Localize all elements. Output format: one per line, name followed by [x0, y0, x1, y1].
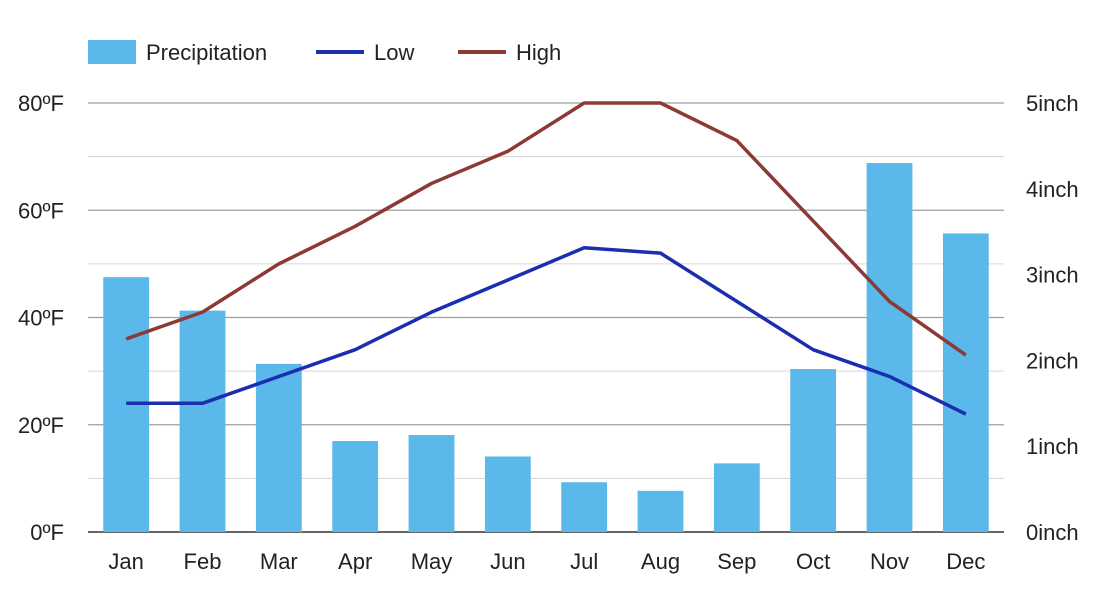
legend-swatch-precipitation [88, 40, 136, 64]
y-left-tick-label: 60ºF [18, 198, 64, 223]
bar-precipitation-apr [332, 441, 379, 532]
right-axis-tick-labels: 0inch 1inch 2inch 3inch 4inch 5inch [1026, 91, 1079, 545]
y-right-tick-label: 2inch [1026, 348, 1079, 373]
bar-precipitation-feb [179, 310, 226, 532]
x-tick-label: Aug [641, 549, 680, 574]
series-line-low [126, 246, 967, 416]
bar-precipitation-jun [484, 456, 531, 532]
y-left-tick-label: 40ºF [18, 306, 64, 331]
bar-precipitation-jul [561, 482, 608, 532]
bar-precipitation-may [408, 435, 455, 532]
y-right-tick-label: 1inch [1026, 434, 1079, 459]
legend: Precipitation Low High [88, 40, 561, 65]
y-left-tick-label: 20ºF [18, 413, 64, 438]
bar-precipitation-oct [790, 368, 837, 532]
legend-label-precipitation: Precipitation [146, 40, 267, 65]
left-axis-tick-labels: 0ºF 20ºF 40ºF 60ºF 80ºF [18, 91, 64, 545]
bar-precipitation-aug [637, 490, 684, 532]
y-right-tick-label: 3inch [1026, 263, 1079, 288]
legend-label-high: High [516, 40, 561, 65]
x-tick-label: Feb [184, 549, 222, 574]
legend-label-low: Low [374, 40, 414, 65]
x-tick-label: Jun [490, 549, 525, 574]
x-tick-label: Mar [260, 549, 298, 574]
x-tick-label: Jul [570, 549, 598, 574]
y-left-tick-label: 80ºF [18, 91, 64, 116]
bar-precipitation-nov [866, 163, 913, 532]
gridlines [88, 102, 1004, 533]
y-right-tick-label: 4inch [1026, 177, 1079, 202]
precipitation-bars [103, 163, 989, 532]
temperature-lines [125, 101, 967, 416]
y-left-tick-label: 0ºF [30, 520, 64, 545]
y-right-tick-label: 5inch [1026, 91, 1079, 116]
bar-precipitation-sep [713, 463, 760, 532]
bar-precipitation-mar [255, 363, 302, 532]
x-tick-label: Jan [108, 549, 143, 574]
bar-precipitation-dec [942, 233, 989, 532]
x-tick-label: May [411, 549, 453, 574]
x-tick-label: Oct [796, 549, 830, 574]
x-tick-label: Sep [717, 549, 756, 574]
series-line-high [125, 101, 967, 357]
x-tick-label: Dec [946, 549, 985, 574]
x-tick-label: Nov [870, 549, 909, 574]
y-right-tick-label: 0inch [1026, 520, 1079, 545]
x-tick-label: Apr [338, 549, 372, 574]
x-axis-tick-labels: Jan Feb Mar Apr May Jun Jul Aug Sep Oct Nov Dec [108, 549, 985, 574]
